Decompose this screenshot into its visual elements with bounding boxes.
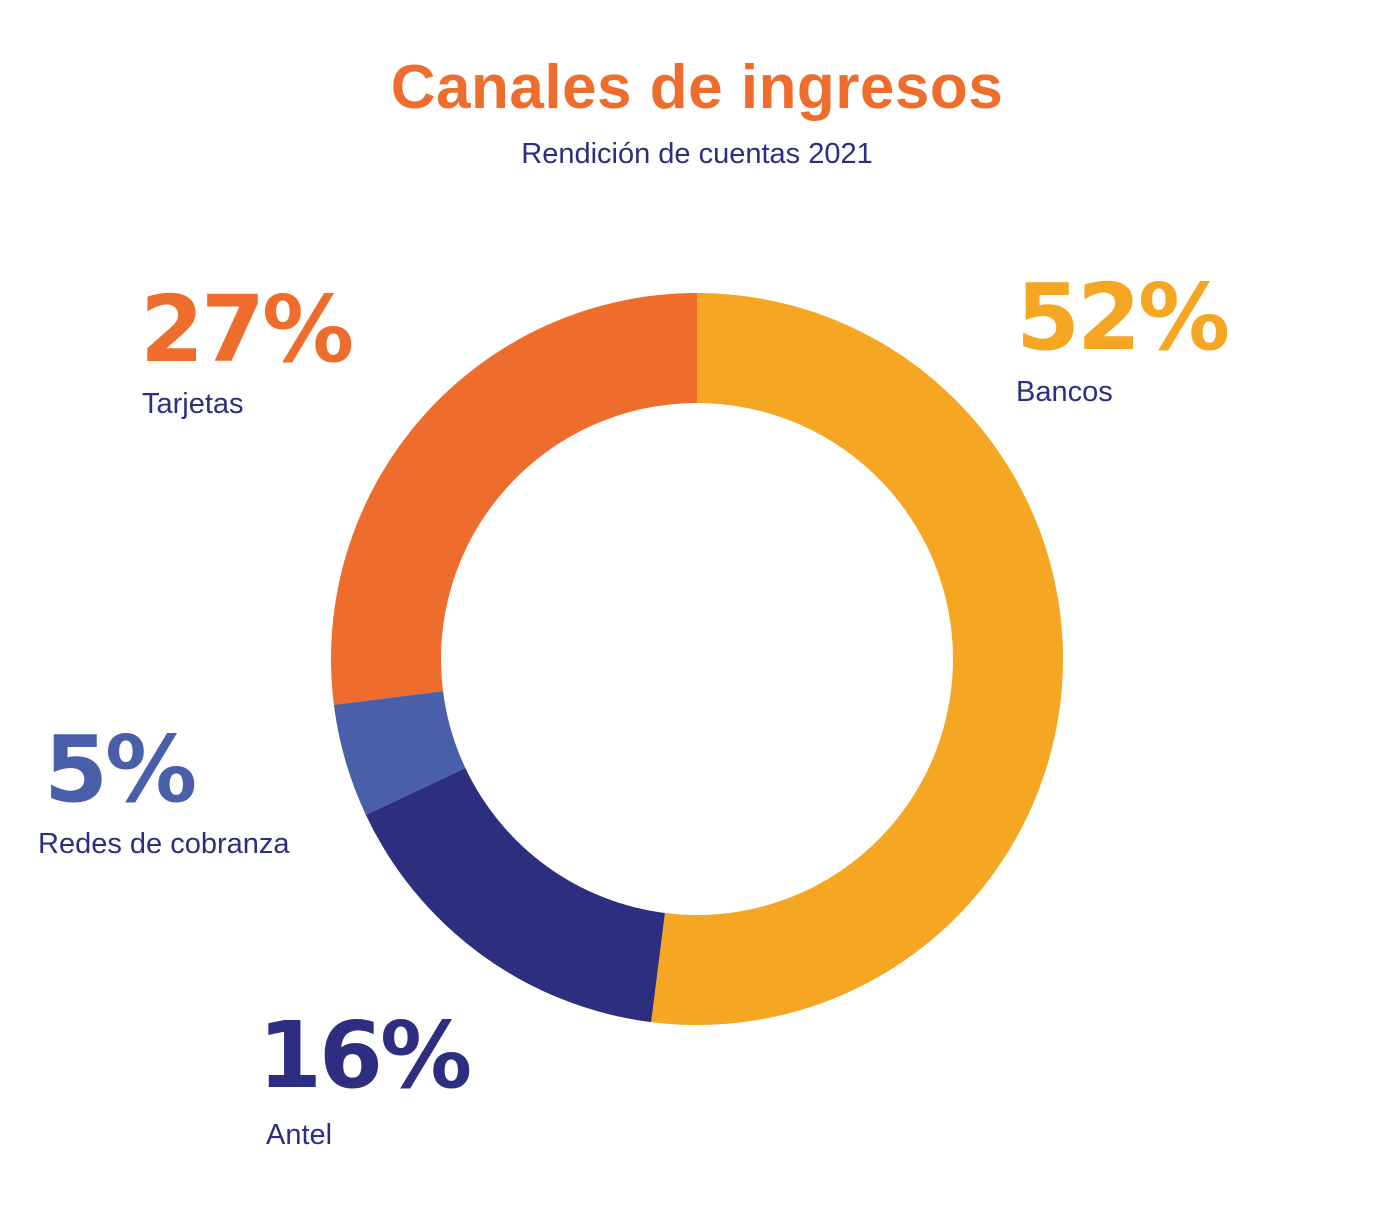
- bancos-label: Bancos: [1016, 376, 1113, 408]
- chart-title: Canales de ingresos: [390, 53, 1004, 122]
- antel-label: Antel: [266, 1119, 333, 1151]
- tarjetas-percent: 27%: [140, 276, 354, 383]
- slice-redes-de-cobranza: [333, 691, 466, 815]
- redes-de-cobranza-label: Redes de cobranza: [38, 828, 290, 860]
- antel-percent: 16%: [258, 1002, 472, 1109]
- chart-subtitle: Rendición de cuentas 2021: [521, 138, 873, 170]
- bancos-percent: 52%: [1016, 264, 1230, 371]
- redes-de-cobranza-percent: 5%: [44, 716, 197, 823]
- tarjetas-label: Tarjetas: [142, 388, 244, 420]
- slice-bancos: [651, 293, 1064, 1025]
- slice-antel: [365, 767, 665, 1023]
- slice-tarjetas: [331, 293, 697, 705]
